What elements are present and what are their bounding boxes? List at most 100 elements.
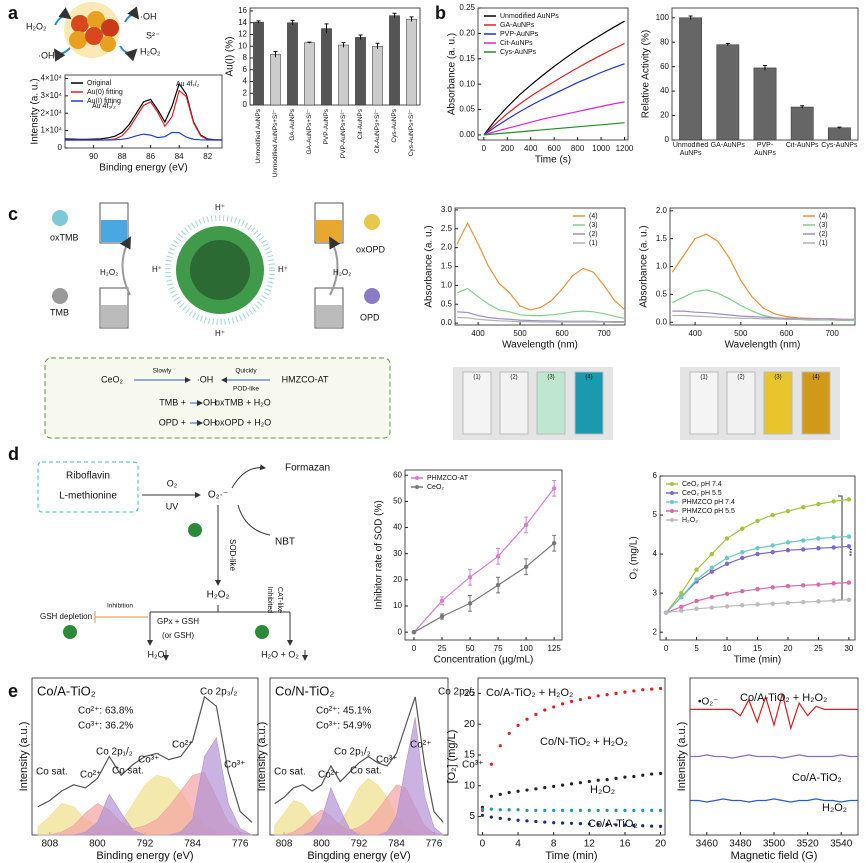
point: [560, 808, 565, 812]
marker: [785, 600, 791, 606]
marker: [770, 585, 775, 590]
x-tick-label: 784: [388, 839, 405, 850]
diagram-label: H⁺: [215, 329, 225, 338]
marker: [801, 547, 806, 552]
error-bar: [290, 19, 295, 26]
point: [650, 808, 654, 812]
legend-label: (3): [589, 222, 598, 229]
point: [632, 808, 636, 812]
y-tick-label: 12: [238, 30, 247, 39]
point: [543, 820, 547, 824]
diagram-label: H₂O₂: [140, 46, 161, 56]
x-tick-label: 84: [175, 152, 184, 161]
error-bar: [725, 42, 730, 46]
x-tick-label: 776: [426, 839, 443, 850]
x-tick-label: 0: [412, 644, 417, 653]
y-axis-label: Intensity (a.u.): [18, 722, 30, 792]
series-label: Co/N-TiO₂ + H₂O₂: [540, 736, 628, 748]
legend-label: Cit-AuNPs: [500, 40, 533, 47]
y-axis-label: Relative Activity (%): [641, 30, 652, 118]
diagram-label: (1): [700, 375, 707, 381]
diagram-label: UV: [166, 501, 179, 511]
y-tick-label: 0.15: [459, 54, 475, 63]
point: [525, 808, 529, 812]
y-tick-label: 25: [464, 688, 476, 699]
marker: [801, 538, 806, 543]
error-bar: [375, 42, 380, 50]
marker: [740, 526, 745, 531]
diagram-label: (2): [737, 375, 744, 381]
marker: [724, 591, 730, 597]
x-tick-label: 75: [494, 644, 503, 653]
marker: [755, 518, 760, 524]
diagram-label: Slowly: [153, 368, 173, 375]
marker: [740, 549, 745, 555]
marker: [551, 541, 557, 546]
x-tick-label: 50: [466, 644, 475, 653]
legend-marker: [415, 476, 419, 480]
cuvette-photos: [453, 367, 840, 440]
y-tick-label: 15: [464, 750, 476, 761]
x-tick-label: 10: [723, 644, 732, 653]
x-axis-label: Bingding energy (eV): [307, 850, 410, 862]
x-tick-label: 20: [784, 644, 793, 653]
x-tick-label: 3460: [696, 839, 719, 850]
bar: [372, 45, 383, 106]
x-axis-label: Magnetic field (G): [731, 850, 818, 862]
x-tick-label: 5: [694, 644, 699, 653]
point: [587, 808, 591, 812]
point: [614, 823, 618, 827]
x-tick-label: GA-AuNPs: [710, 142, 745, 149]
chart: [669, 207, 856, 326]
point: [534, 808, 538, 812]
y-tick-label: 2: [653, 627, 658, 636]
diagram-label: H⁺: [278, 265, 288, 274]
diagram-label: oxTMB: [50, 232, 79, 242]
y-tick-label: 5: [653, 510, 658, 519]
marker: [694, 577, 699, 582]
chart: [249, 7, 421, 106]
x-tick-label: 3520: [796, 839, 819, 850]
point: [623, 775, 627, 779]
y-tick-label: 4: [243, 77, 248, 86]
marker: [694, 606, 699, 611]
marker: [831, 581, 836, 586]
x-tick-label: 3540: [830, 839, 853, 850]
y-tick-label: 100: [656, 13, 670, 22]
series-label: H₂O₂: [590, 784, 615, 796]
x-axis-label: Binding energy (eV): [99, 163, 187, 174]
y-tick-label: 60: [660, 62, 669, 71]
marker: [816, 546, 821, 551]
marker: [831, 598, 836, 603]
marker: [785, 508, 791, 514]
y-tick-label: 1.5: [441, 262, 453, 271]
diagram-label: oxOPD + H₂O: [215, 417, 271, 427]
x-tick-label: GA-AuNPs+S²⁻: [306, 108, 313, 154]
legend-label: (3): [819, 222, 828, 229]
x-tick-label: 800: [571, 144, 585, 153]
x-tick-label: 15: [753, 644, 762, 653]
y-tick-label: 1.0: [441, 280, 453, 289]
bar: [716, 44, 740, 141]
annotation: Co³⁺: [462, 760, 483, 771]
marker: [846, 544, 852, 549]
y-axis-label: Intensity (a.u.): [256, 722, 268, 792]
line: [671, 233, 855, 320]
x-tick-label: PVP-AuNPs: [754, 142, 776, 157]
point: [480, 807, 485, 811]
plot-frame: [477, 7, 629, 141]
y-tick-label: 50: [393, 496, 402, 505]
error-bar: [341, 42, 346, 48]
panel-a-schematic: [53, 2, 140, 62]
legend-label: (1): [819, 240, 828, 247]
y-tick-label: 10: [464, 780, 476, 791]
diagram-label: H₂O + O₂: [261, 649, 299, 659]
y-tick-label: 30: [393, 549, 402, 558]
y-tick-label: 2: [243, 88, 248, 97]
point: [507, 808, 511, 812]
y-tick-label: 0: [243, 100, 248, 109]
x-tick-label: 600: [780, 329, 794, 338]
